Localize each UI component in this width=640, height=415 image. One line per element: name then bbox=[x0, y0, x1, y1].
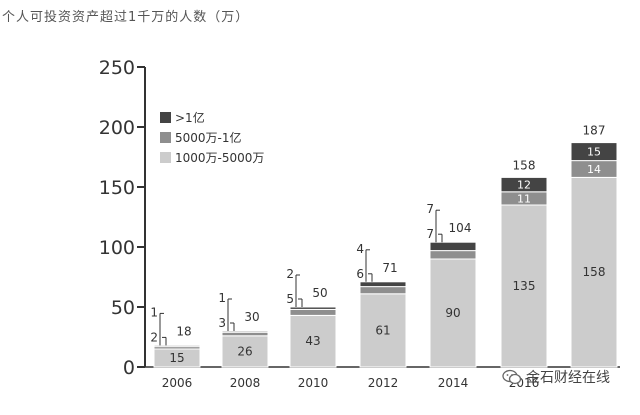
y-tick-label: 150 bbox=[99, 177, 135, 199]
bar-segment bbox=[500, 176, 548, 193]
segment-label: 135 bbox=[513, 279, 536, 293]
x-tick-label: 2014 bbox=[438, 376, 469, 390]
total-label: 187 bbox=[583, 124, 606, 138]
legend-swatch bbox=[160, 112, 171, 123]
segment-label: 15 bbox=[169, 351, 184, 365]
watermark: 金石财经在线 bbox=[502, 367, 610, 387]
bar-segment bbox=[570, 176, 618, 368]
bar-segment bbox=[221, 335, 269, 368]
y-tick-label: 50 bbox=[111, 297, 135, 319]
total-label: 71 bbox=[382, 261, 397, 275]
bars bbox=[153, 142, 618, 368]
callout-label-top: 1 bbox=[150, 305, 158, 319]
x-tick-label: 2006 bbox=[162, 376, 193, 390]
legend-swatch bbox=[160, 132, 171, 143]
bar-segment bbox=[429, 241, 477, 252]
x-tick-label: 2010 bbox=[298, 376, 329, 390]
x-tick-label: 2012 bbox=[368, 376, 399, 390]
bar-segment bbox=[359, 286, 407, 295]
callout-label-mid: 3 bbox=[218, 316, 226, 330]
total-label: 18 bbox=[176, 324, 191, 338]
callout-label-top: 2 bbox=[286, 267, 294, 281]
segment-label: 90 bbox=[445, 306, 460, 320]
callout-label-top: 7 bbox=[426, 202, 434, 216]
segment-label: 43 bbox=[305, 334, 320, 348]
total-label: 104 bbox=[449, 221, 472, 235]
bar-segment bbox=[289, 308, 337, 316]
total-label: 158 bbox=[513, 158, 536, 172]
total-label: 50 bbox=[312, 286, 327, 300]
bar-segment bbox=[221, 331, 269, 337]
bar-segment bbox=[429, 250, 477, 260]
legend-swatch bbox=[160, 152, 171, 163]
legend-label: >1亿 bbox=[175, 110, 205, 125]
callout-label-mid: 7 bbox=[426, 227, 434, 241]
chart-title: 个人可投资资产超过1千万的人数（万） bbox=[2, 10, 250, 25]
y-tick-label: 250 bbox=[99, 57, 135, 79]
callout-label-mid: 6 bbox=[356, 267, 364, 281]
segment-label: 14 bbox=[587, 163, 601, 176]
bar-segment bbox=[289, 314, 337, 368]
x-tick-label: 2008 bbox=[230, 376, 261, 390]
segment-label: 61 bbox=[375, 323, 390, 337]
legend: >1亿 5000万-1亿 1000万-5000万 bbox=[160, 110, 264, 165]
callout-label-mid: 2 bbox=[150, 330, 158, 344]
y-tick-label: 100 bbox=[99, 237, 135, 259]
y-tick-label: 0 bbox=[123, 357, 135, 379]
watermark-text: 金石财经在线 bbox=[526, 370, 610, 386]
callout-label-top: 4 bbox=[356, 242, 364, 256]
callout-label-top: 1 bbox=[218, 291, 226, 305]
legend-label: 1000万-5000万 bbox=[175, 151, 264, 165]
wechat-icon bbox=[502, 369, 522, 385]
total-label: 30 bbox=[244, 310, 259, 324]
bar-segment bbox=[570, 142, 618, 162]
segment-label: 26 bbox=[237, 344, 252, 358]
bar-segment bbox=[359, 281, 407, 288]
bar-segment bbox=[359, 293, 407, 368]
legend-label: 5000万-1亿 bbox=[175, 130, 242, 145]
bar-segment bbox=[221, 330, 269, 333]
segment-label: 158 bbox=[583, 265, 606, 279]
y-tick-label: 200 bbox=[99, 117, 135, 139]
segment-label: 12 bbox=[517, 179, 531, 192]
segment-label: 15 bbox=[587, 146, 601, 159]
segment-label: 11 bbox=[517, 192, 531, 205]
bar-segment bbox=[500, 204, 548, 368]
bar-segment bbox=[429, 258, 477, 368]
bar-segment bbox=[289, 306, 337, 310]
callout-label-mid: 5 bbox=[286, 292, 294, 306]
bar-segment bbox=[153, 344, 201, 348]
